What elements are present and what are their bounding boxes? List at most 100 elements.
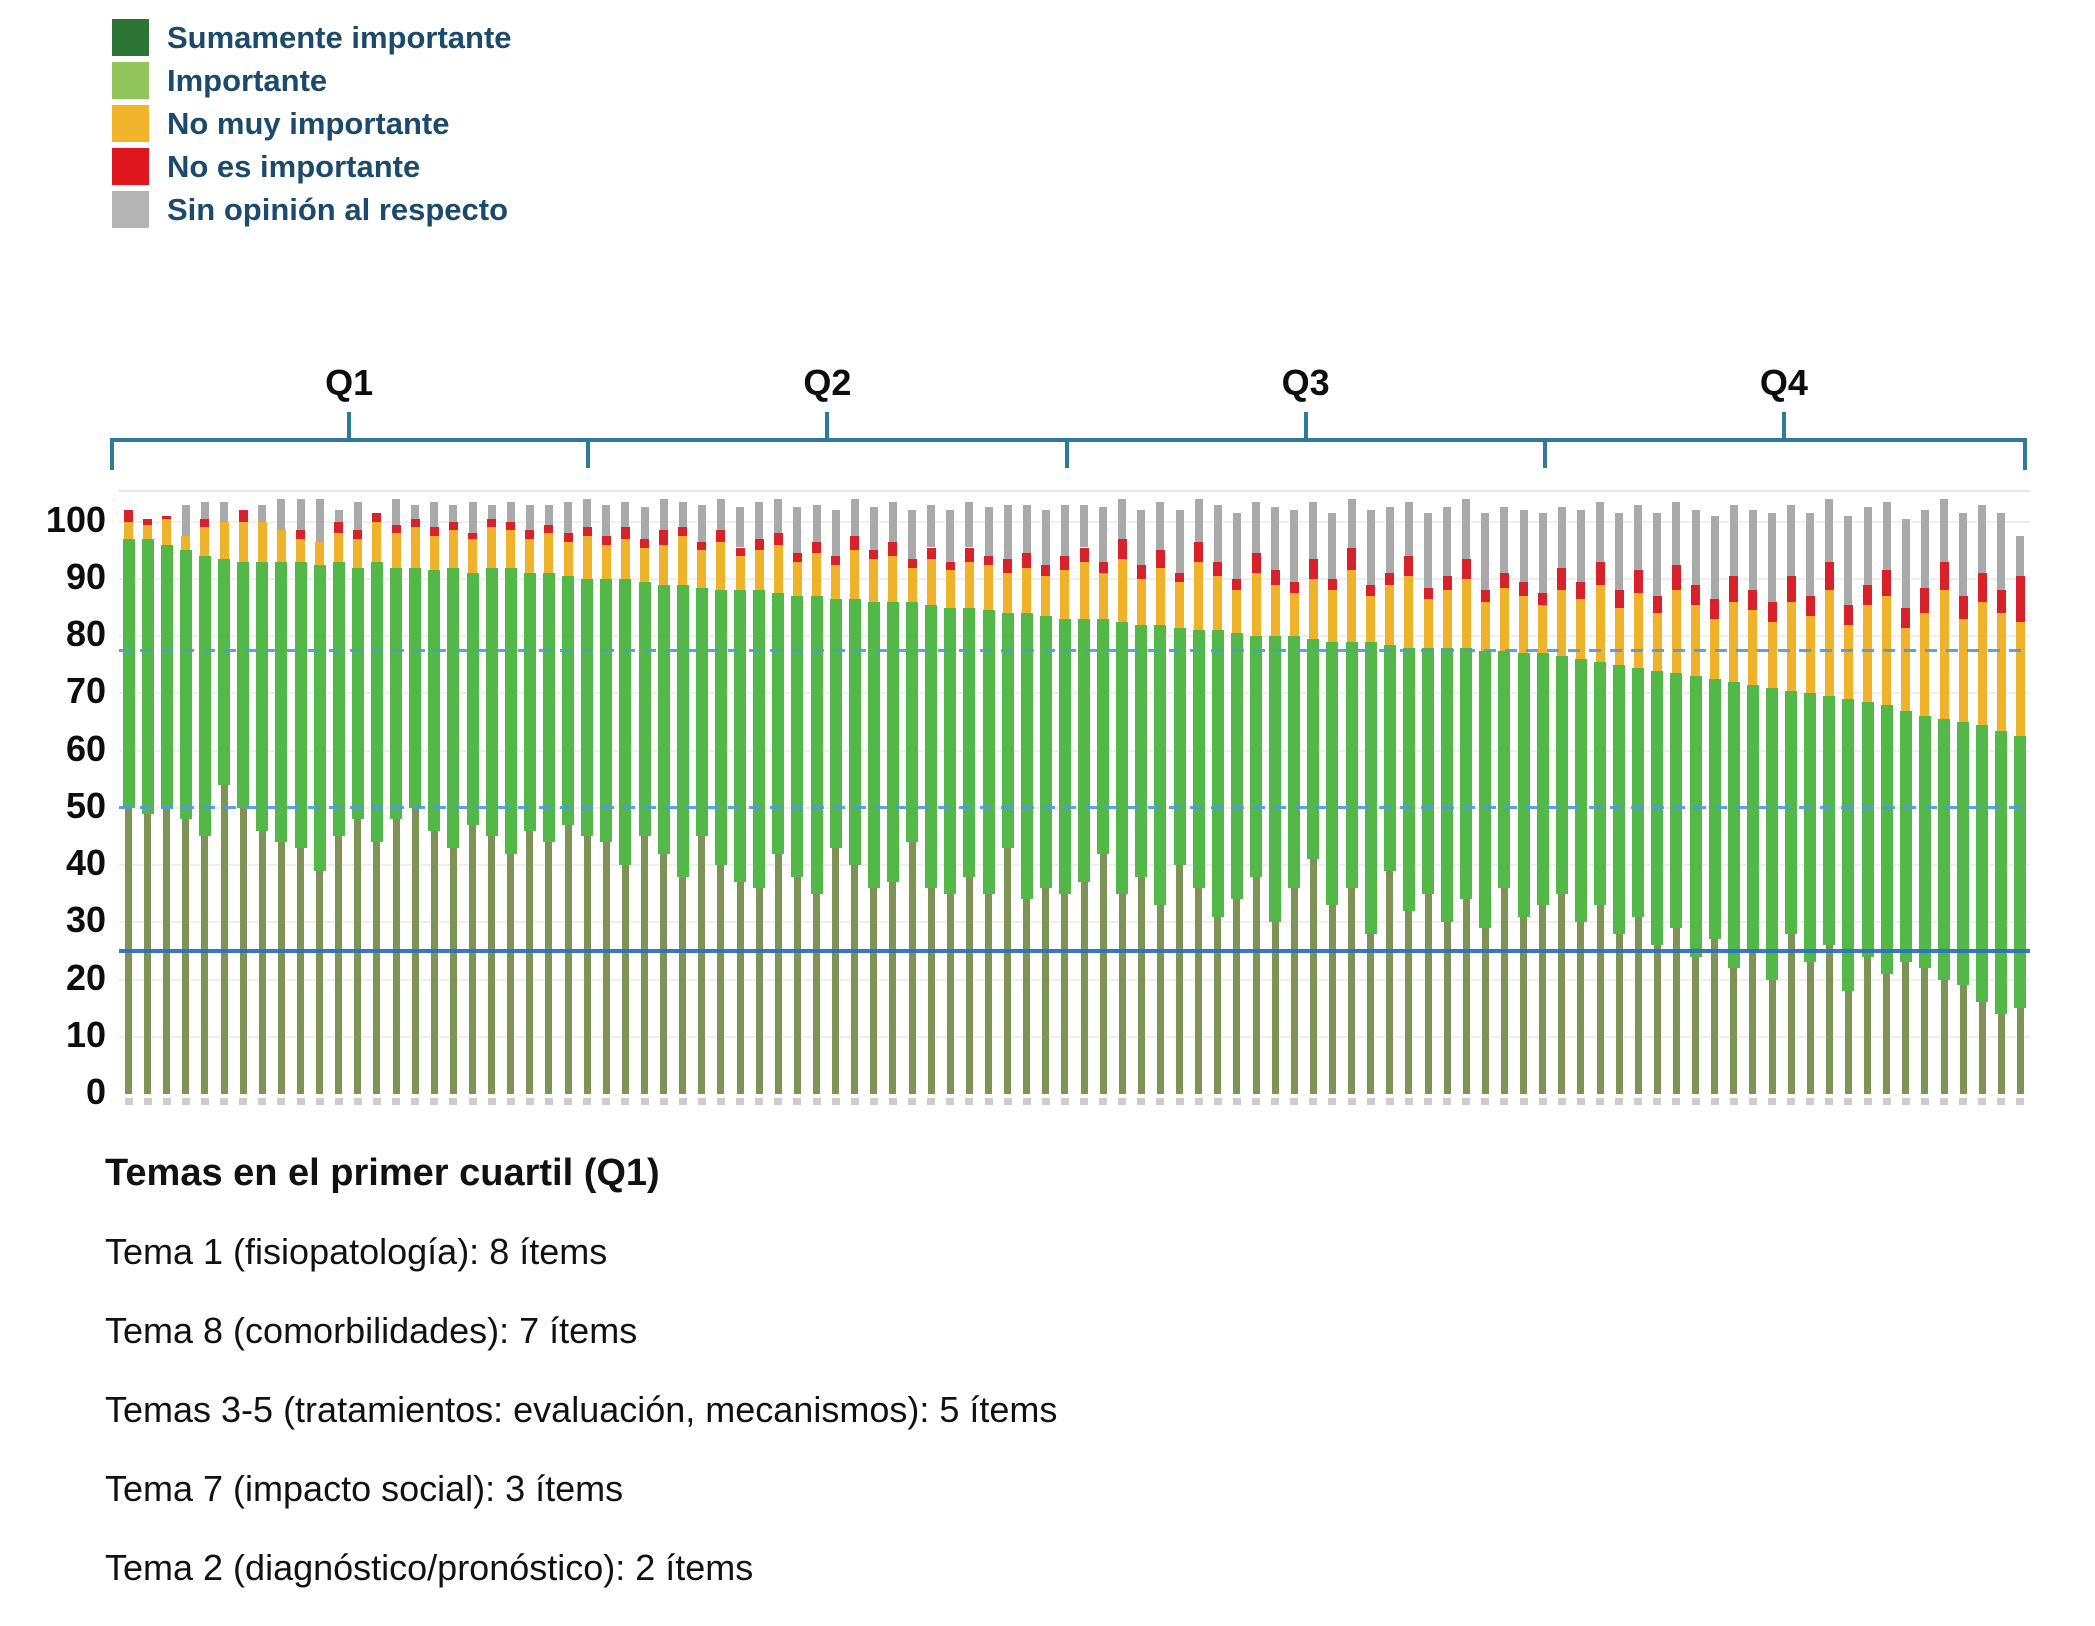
bar-segment-no-muy-importante	[716, 541, 726, 591]
x-base-tick	[1672, 1098, 1681, 1105]
bar-segment-importante	[1689, 676, 1702, 957]
x-base-tick	[1653, 1098, 1662, 1105]
bar-segment-sumamente	[1672, 928, 1680, 1094]
x-base-tick	[1213, 1098, 1222, 1105]
bar-segment-sin-opinion	[1252, 501, 1261, 554]
bar-segment-sin-opinion	[411, 504, 420, 519]
x-base-tick	[1787, 1098, 1796, 1105]
bar-segment-no-es-importante	[1767, 601, 1777, 622]
stacked-bar-chart	[119, 490, 2030, 1105]
bar-segment-sin-opinion	[697, 504, 706, 542]
legend-swatch-gray	[112, 191, 149, 228]
bar-segment-no-es-importante	[200, 518, 210, 528]
bar-segment-no-muy-importante	[487, 527, 497, 568]
bar-segment-sumamente	[1462, 899, 1470, 1094]
bar-segment-sin-opinion	[1347, 498, 1356, 548]
bar-segment-no-es-importante	[582, 527, 592, 537]
bar-segment-sin-opinion	[1844, 516, 1853, 605]
bar-segment-importante	[294, 561, 307, 848]
bar-segment-sumamente	[1825, 945, 1833, 1094]
bar-segment-sumamente	[1959, 985, 1967, 1094]
bar-segment-no-es-importante	[1136, 564, 1146, 579]
bar-segment-no-muy-importante	[582, 536, 592, 579]
bar-segment-sin-opinion	[831, 510, 840, 557]
legend-item-sumamente: Sumamente importante	[112, 16, 512, 59]
bar-segment-sumamente	[641, 836, 649, 1094]
gridline	[119, 921, 2030, 924]
bar-segment-no-es-importante	[334, 521, 344, 534]
x-base-tick	[1080, 1098, 1089, 1105]
x-base-tick	[1997, 1098, 2006, 1105]
x-base-tick	[984, 1098, 993, 1105]
bar-segment-sin-opinion	[774, 498, 783, 534]
bar-segment-sin-opinion	[1080, 504, 1089, 548]
legend-swatch-light-green	[112, 62, 149, 99]
bar-segment-no-muy-importante	[1022, 567, 1032, 614]
bar-segment-sin-opinion	[544, 504, 553, 525]
bar-segment-no-muy-importante	[926, 558, 936, 605]
bar-segment-sin-opinion	[506, 501, 515, 522]
bar-segment-sin-opinion	[1519, 510, 1528, 582]
x-base-tick	[1041, 1098, 1050, 1105]
bar-segment-sin-opinion	[1385, 507, 1394, 574]
bar-segment-no-muy-importante	[1557, 590, 1567, 657]
x-base-tick	[315, 1098, 324, 1105]
bar-segment-no-es-importante	[1576, 581, 1586, 599]
bar-segment-no-muy-importante	[1786, 601, 1796, 691]
gridline	[119, 978, 2030, 981]
bar-segment-sumamente	[908, 842, 916, 1094]
bar-segment-importante	[581, 578, 594, 837]
bracket-up-tick	[347, 412, 352, 440]
bar-segment-sin-opinion	[583, 498, 592, 528]
bar-segment-importante	[313, 564, 326, 871]
bar-segment-no-es-importante	[525, 530, 535, 539]
x-base-tick	[1500, 1098, 1509, 1105]
bar-segment-no-es-importante	[1843, 604, 1853, 625]
bar-segment-sumamente	[1539, 905, 1547, 1094]
bar-segment-importante	[332, 561, 345, 837]
bar-segment-sin-opinion	[1653, 513, 1662, 597]
bar-segment-sin-opinion	[602, 504, 611, 537]
bar-segment-sin-opinion	[1863, 507, 1872, 585]
x-base-tick	[621, 1098, 630, 1105]
bar-segment-sin-opinion	[220, 501, 229, 522]
bar-segment-no-muy-importante	[1003, 573, 1013, 614]
bar-segment-importante	[1785, 690, 1798, 934]
bar-segment-sumamente	[1424, 893, 1432, 1094]
footer-title: Temas en el primer cuartil (Q1)	[105, 1152, 660, 1194]
bar-segment-sumamente	[1271, 922, 1279, 1094]
bar-segment-sumamente	[793, 876, 801, 1094]
bar-segment-no-muy-importante	[1136, 578, 1146, 625]
bar-segment-sumamente	[564, 825, 572, 1094]
bar-segment-importante	[1957, 722, 1970, 986]
bar-segment-sin-opinion	[1538, 513, 1547, 594]
bar-segment-no-es-importante	[1041, 564, 1051, 577]
bar-segment-sumamente	[201, 836, 209, 1094]
bar-segment-importante	[1135, 624, 1148, 877]
bar-segment-importante	[1402, 647, 1415, 911]
bar-segment-sin-opinion	[1232, 513, 1241, 579]
bar-segment-no-muy-importante	[812, 553, 821, 597]
x-base-tick	[334, 1098, 343, 1105]
bar-segment-no-es-importante	[1404, 556, 1414, 577]
x-base-tick	[793, 1098, 802, 1105]
bar-segment-sumamente	[1118, 893, 1126, 1094]
bar-segment-importante	[523, 573, 536, 831]
bar-segment-no-muy-importante	[1308, 578, 1318, 640]
y-axis-tick-label: 20	[65, 956, 106, 998]
bar-segment-importante	[1708, 679, 1721, 940]
bar-segment-no-es-importante	[296, 530, 306, 539]
bar-segment-no-muy-importante	[1385, 584, 1395, 645]
bar-segment-sumamente	[1328, 905, 1336, 1094]
bar-segment-sin-opinion	[1213, 504, 1222, 562]
bar-segment-sumamente	[1902, 962, 1910, 1094]
bar-segment-no-es-importante	[945, 561, 955, 571]
gridline	[119, 520, 2030, 523]
bar-segment-sin-opinion	[927, 504, 936, 548]
bar-segment-sin-opinion	[1137, 510, 1146, 565]
bar-segment-no-muy-importante	[1194, 561, 1204, 631]
bar-segment-sumamente	[1080, 882, 1088, 1094]
bar-segment-sin-opinion	[1882, 501, 1891, 571]
x-base-tick	[258, 1098, 267, 1105]
legend-swatch-red	[112, 148, 149, 185]
